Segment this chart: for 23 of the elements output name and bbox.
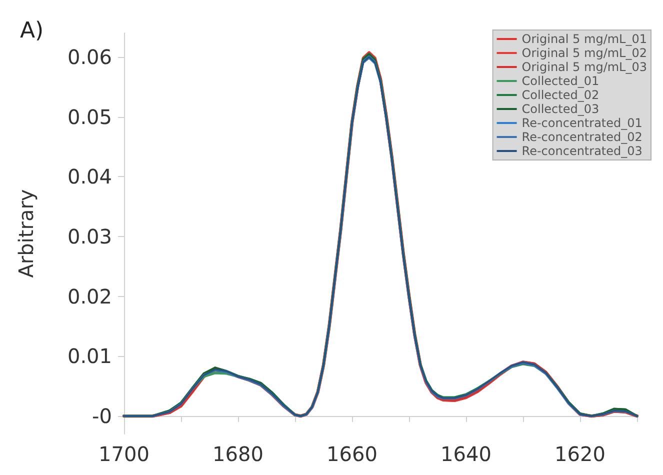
legend-label: Collected_01	[522, 74, 600, 88]
x-tick-label: 1620	[554, 442, 606, 466]
legend-label: Original 5 mg/mL_01	[522, 32, 648, 46]
legend-label: Re-concentrated_01	[522, 116, 642, 130]
legend-label: Re-concentrated_03	[522, 144, 642, 158]
y-tick-label: 0.04	[67, 164, 112, 189]
y-tick-label: 0.02	[67, 284, 112, 308]
x-tick-label: 1680	[212, 442, 264, 466]
y-tick-label: 0.03	[67, 224, 112, 248]
x-tick-label: 1700	[98, 442, 150, 466]
x-tick-label: 1640	[440, 442, 492, 466]
x-tick-label: 1660	[326, 442, 378, 466]
legend-label: Collected_02	[522, 88, 600, 102]
y-tick-label: 0.01	[67, 344, 112, 368]
text: A)	[20, 18, 44, 44]
y-tick-label: 0.06	[67, 44, 112, 69]
y-tick-label: -0	[92, 404, 112, 428]
y-axis-title: Arbitrary	[14, 189, 38, 278]
legend-label: Re-concentrated_02	[522, 130, 642, 144]
legend-label: Collected_03	[522, 102, 600, 116]
y-tick-label: 0.05	[67, 104, 112, 129]
legend-label: Original 5 mg/mL_02	[522, 46, 648, 60]
legend-label: Original 5 mg/mL_03	[522, 60, 648, 74]
